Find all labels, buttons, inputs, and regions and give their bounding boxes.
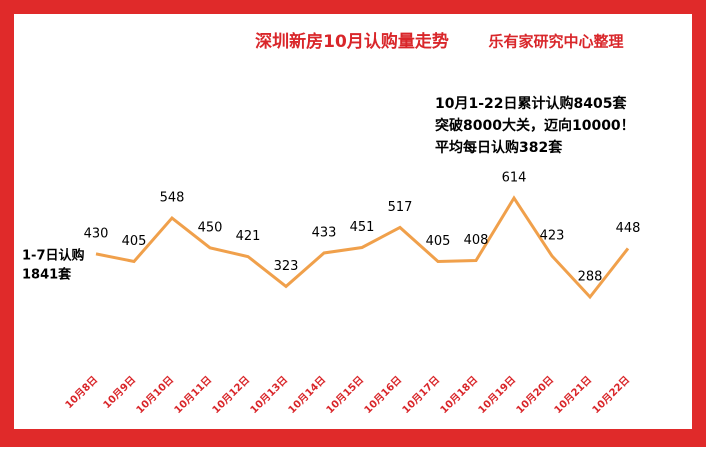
data-label: 548 <box>160 191 185 206</box>
data-label: 323 <box>274 259 299 274</box>
data-label: 517 <box>388 200 413 215</box>
data-label: 421 <box>236 229 261 244</box>
data-label: 430 <box>84 226 109 241</box>
data-label: 448 <box>616 221 641 236</box>
side-note: 1-7日认购 <box>22 248 85 264</box>
data-label: 451 <box>350 220 375 235</box>
data-label: 423 <box>540 229 565 244</box>
chart-title: 深圳新房10月认购量走势 <box>255 31 449 52</box>
panel <box>14 14 692 429</box>
annotation: 平均每日认购382套 <box>435 139 562 156</box>
annotation: 10月1-22日累计认购8405套 <box>435 95 626 112</box>
annotation: 突破8000大关，迈向10000！ <box>435 117 635 134</box>
data-label: 450 <box>198 220 223 235</box>
data-label: 433 <box>312 225 337 240</box>
data-label: 408 <box>464 233 489 248</box>
data-label: 405 <box>426 234 451 249</box>
data-label: 405 <box>122 234 147 249</box>
source: 乐有家研究中心整理 <box>488 33 623 51</box>
data-label: 614 <box>502 171 527 186</box>
line <box>95 195 630 300</box>
side-note: 1841套 <box>22 267 72 283</box>
data-label: 288 <box>578 270 603 285</box>
